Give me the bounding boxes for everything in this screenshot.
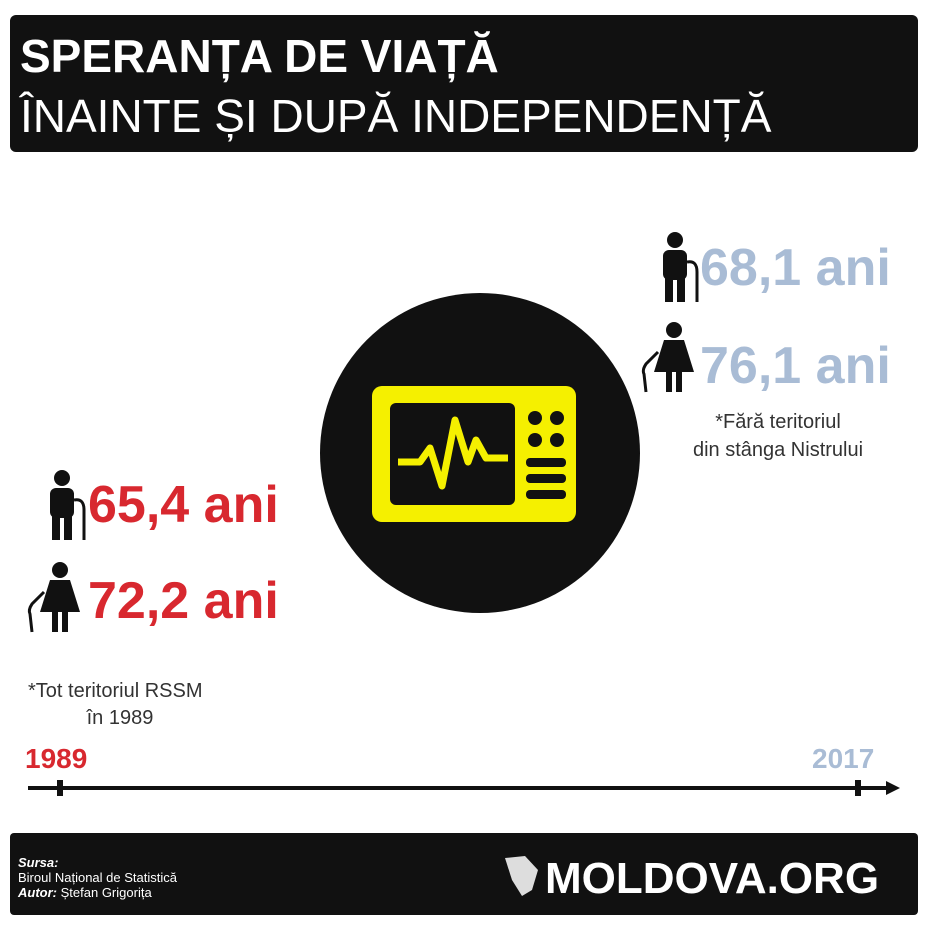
- footer-box: [10, 833, 918, 915]
- brand: MOLDOVA.ORG: [545, 854, 879, 903]
- title-line: SPERANȚA DE VIAȚĂ: [20, 30, 499, 83]
- men-value: 68,1 ani: [700, 239, 891, 297]
- year-start: 1989: [25, 743, 87, 774]
- map-icon: [505, 856, 538, 896]
- timeline: [28, 780, 900, 796]
- man-icon: [661, 230, 699, 304]
- woman-icon: [27, 560, 82, 634]
- year-end: 2017: [812, 743, 874, 774]
- women-value: 72,2 ani: [88, 572, 279, 630]
- note: din stânga Nistrului: [693, 439, 863, 461]
- note: *Fără teritoriul: [715, 411, 841, 433]
- author: Ștefan Grigorița: [61, 885, 153, 900]
- woman-icon: [641, 320, 696, 394]
- note: *Tot teritoriul RSSM: [28, 680, 203, 702]
- note: în 1989: [86, 707, 154, 729]
- men-value: 65,4 ani: [88, 476, 279, 534]
- header-box: [10, 15, 918, 152]
- author-line: Autor: Ștefan Grigorița: [17, 885, 152, 900]
- women-value: 76,1 ani: [700, 337, 891, 395]
- source: Biroul Național de Statistică: [18, 870, 178, 885]
- author-label: Autor:: [17, 885, 57, 900]
- monitor-icon: [372, 386, 576, 522]
- man-icon: [48, 468, 86, 542]
- source-label: Sursa:: [18, 855, 58, 870]
- title-line: ÎNAINTE ȘI DUPĂ INDEPENDENȚĂ: [18, 90, 772, 142]
